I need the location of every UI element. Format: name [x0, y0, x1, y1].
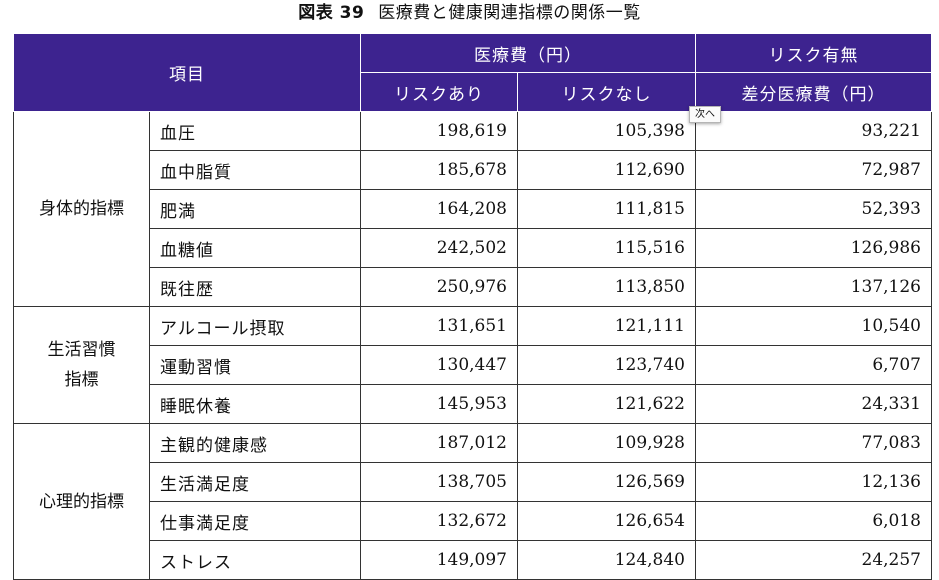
header-item: 項目: [13, 33, 361, 112]
header-without-risk: リスクなし: [517, 72, 696, 112]
cell-with-risk: 130,447: [360, 345, 518, 385]
table-row: 心理的指標 主観的健康感 187,012 109,928 77,083: [13, 423, 932, 580]
cell-with-risk: 132,672: [360, 501, 518, 541]
figure-title: 医療費と健康関連指標の関係一覧: [378, 3, 641, 23]
header-row-1: 項目 医療費（円） リスク有無: [13, 33, 932, 112]
cell-difference: 6,707: [695, 345, 932, 385]
row-item: 仕事満足度: [149, 501, 361, 541]
cell-with-risk: 145,953: [360, 384, 518, 424]
cell-without-risk: 126,569: [517, 462, 696, 502]
table-row: 生活満足度 138,705 126,569 12,136: [14, 462, 932, 502]
header-medical-cost: 医療費（円）: [360, 33, 696, 73]
group-label-lifestyle-line2: 指標: [64, 370, 99, 390]
cell-without-risk: 113,850: [517, 267, 696, 307]
cell-without-risk: 126,654: [517, 501, 696, 541]
row-item: 既往歴: [149, 267, 361, 307]
table-row: 既往歴 250,976 113,850 137,126: [14, 267, 932, 307]
cell-with-risk: 149,097: [360, 540, 518, 580]
row-item: 主観的健康感: [149, 423, 361, 463]
table-row: 生活習慣 指標 アルコール摂取 131,651 121,111 10,540: [13, 306, 932, 424]
figure-caption: 図表 39 医療費と健康関連指標の関係一覧: [0, 2, 939, 24]
cell-with-risk: 242,502: [360, 228, 518, 268]
table-row: 身体的指標 血圧 198,619 105,398 93,221: [13, 111, 932, 307]
header-row-2: リスクあり リスクなし 差分医療費（円）: [14, 72, 932, 112]
group-label-lifestyle: 生活習慣 指標: [13, 306, 150, 424]
row-item: ストレス: [149, 540, 361, 580]
row-item: 生活満足度: [149, 462, 361, 502]
cell-difference: 126,986: [695, 228, 932, 268]
cell-without-risk: 115,516: [517, 228, 696, 268]
cell-with-risk: 138,705: [360, 462, 518, 502]
cell-difference: 12,136: [695, 462, 932, 502]
row-item: 睡眠休養: [149, 384, 361, 424]
header-risk-presence: リスク有無: [695, 33, 932, 73]
group-label-lifestyle-line1: 生活習慣: [47, 340, 116, 360]
group-label-psychological: 心理的指標: [13, 423, 150, 580]
table-row: 血中脂質 185,678 112,690 72,987: [14, 150, 932, 190]
cell-difference: 24,331: [695, 384, 932, 424]
header-difference: 差分医療費（円）: [695, 72, 932, 112]
cell-with-risk: 164,208: [360, 189, 518, 229]
group-label-physical: 身体的指標: [13, 111, 150, 307]
row-item: 肥満: [149, 189, 361, 229]
table-row: 運動習慣 130,447 123,740 6,707: [14, 345, 932, 385]
cell-without-risk: 121,622: [517, 384, 696, 424]
cell-without-risk: 124,840: [517, 540, 696, 580]
cell-difference: 72,987: [695, 150, 932, 190]
cell-without-risk: 123,740: [517, 345, 696, 385]
cell-without-risk: 121,111: [517, 306, 696, 346]
table-row: 血糖値 242,502 115,516 126,986: [14, 228, 932, 268]
row-item: 運動習慣: [149, 345, 361, 385]
cell-difference: 6,018: [695, 501, 932, 541]
cell-difference: 10,540: [695, 306, 932, 346]
cell-with-risk: 185,678: [360, 150, 518, 190]
table-row: ストレス 149,097 124,840 24,257: [14, 540, 932, 580]
cell-with-risk: 250,976: [360, 267, 518, 307]
cell-difference: 52,393: [695, 189, 932, 229]
row-item: 血中脂質: [149, 150, 361, 190]
cell-difference: 77,083: [695, 423, 932, 463]
cell-difference: 93,221: [695, 111, 932, 151]
table-row: 肥満 164,208 111,815 52,393: [14, 189, 932, 229]
row-item: 血圧: [149, 111, 361, 151]
cell-without-risk: 105,398: [517, 111, 696, 151]
data-table: 項目 医療費（円） リスク有無 リスクあり リスクなし 差分医療費（円） 身体的…: [13, 33, 932, 580]
next-tooltip: 次へ: [689, 106, 721, 123]
row-item: アルコール摂取: [149, 306, 361, 346]
table-row: 仕事満足度 132,672 126,654 6,018: [14, 501, 932, 541]
figure-label: 図表 39: [298, 3, 365, 23]
cell-with-risk: 187,012: [360, 423, 518, 463]
cell-with-risk: 198,619: [360, 111, 518, 151]
cell-without-risk: 111,815: [517, 189, 696, 229]
cell-without-risk: 109,928: [517, 423, 696, 463]
cell-without-risk: 112,690: [517, 150, 696, 190]
table-row: 睡眠休養 145,953 121,622 24,331: [14, 384, 932, 424]
row-item: 血糖値: [149, 228, 361, 268]
header-with-risk: リスクあり: [360, 72, 518, 112]
cell-difference: 24,257: [695, 540, 932, 580]
cell-with-risk: 131,651: [360, 306, 518, 346]
cell-difference: 137,126: [695, 267, 932, 307]
